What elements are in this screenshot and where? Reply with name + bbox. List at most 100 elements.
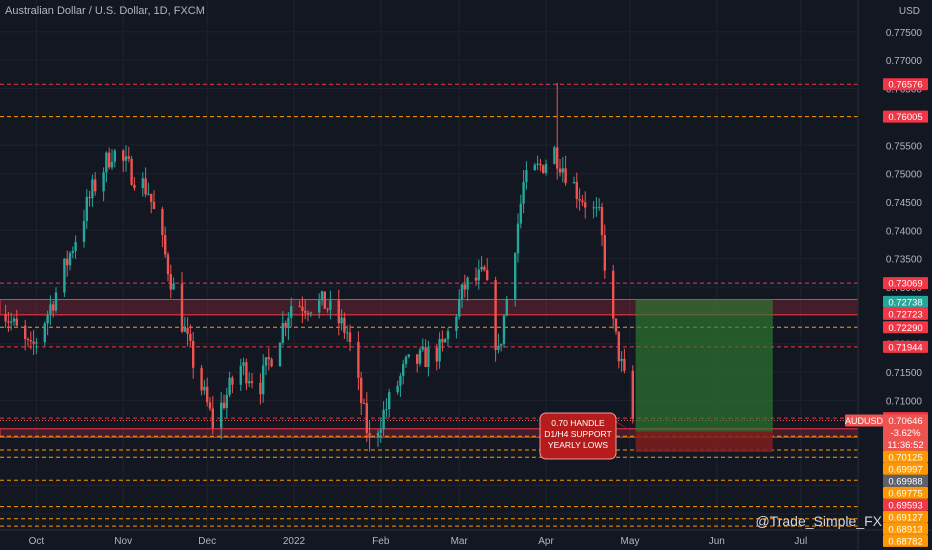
symbol-tag-text: AUDUSD — [845, 416, 884, 426]
candle-body — [281, 322, 284, 343]
candle-body — [220, 402, 223, 428]
candle-body — [544, 163, 548, 173]
candle-body — [29, 340, 32, 342]
candle-body — [74, 241, 77, 252]
candle-body — [357, 341, 360, 378]
candle-body — [290, 305, 293, 318]
candle-body — [203, 386, 206, 391]
candle-body — [592, 207, 595, 209]
y-tick-label: 0.75000 — [886, 170, 923, 181]
candle-body — [32, 341, 35, 344]
candle-body — [113, 150, 116, 162]
candle-body — [242, 362, 245, 366]
candle-body — [46, 314, 49, 324]
countdown-text: 11:36:52 — [887, 440, 923, 451]
y-tick-label: 0.73500 — [886, 255, 923, 266]
candle-body — [360, 377, 363, 404]
candle-body — [169, 274, 172, 290]
candle-body — [326, 308, 329, 310]
candle-body — [250, 381, 254, 383]
price-label-box — [883, 295, 928, 308]
price-label-text: 0.76576 — [888, 80, 922, 91]
candle-body — [35, 342, 38, 344]
candle-body — [365, 403, 368, 434]
candle-body — [572, 182, 576, 184]
candle-body — [306, 312, 310, 314]
candle-body — [421, 347, 424, 350]
candle-body — [245, 362, 248, 384]
candle-body — [239, 365, 242, 385]
candle-body — [614, 318, 618, 332]
symbol-tag — [845, 414, 883, 427]
x-tick-label: Oct — [29, 536, 45, 547]
candle-body — [144, 178, 147, 195]
price-label-text: 0.71944 — [888, 342, 922, 353]
time-axis[interactable]: Oct Nov Dec 2022 Feb Mar Apr May Jun Jul — [0, 529, 932, 547]
candle-body — [404, 356, 408, 365]
candle-body — [444, 339, 447, 343]
candle-body — [211, 408, 214, 428]
candle-body — [337, 300, 340, 324]
candle-body — [480, 266, 483, 270]
candle-body — [522, 182, 525, 204]
price-label-text: 0.72290 — [888, 323, 922, 334]
candle-body — [581, 200, 584, 203]
candle-body — [556, 147, 559, 169]
candle-body — [88, 197, 91, 199]
candle-body — [222, 402, 226, 409]
candle-body — [396, 385, 399, 393]
candle-body — [584, 202, 587, 208]
candle-body — [68, 253, 72, 266]
currency-label: USD — [898, 6, 920, 17]
price-label-text: 0.68913 — [888, 524, 922, 535]
candle-body — [631, 370, 634, 419]
candle-body — [427, 347, 430, 368]
candle-body — [161, 208, 164, 236]
candle-body — [267, 357, 270, 360]
candle-body — [147, 193, 150, 195]
long-position-tool[interactable] — [635, 299, 773, 453]
candle-body — [376, 432, 380, 437]
candle-body — [52, 304, 55, 311]
price-change-text: -3.62% — [890, 428, 921, 439]
candle-body — [539, 163, 542, 166]
candle-body — [346, 332, 349, 334]
candle-body — [603, 235, 606, 271]
candle-body — [133, 184, 136, 189]
candle-body — [130, 158, 133, 185]
candle-body — [259, 382, 262, 395]
candle-body — [248, 381, 251, 384]
candle-body — [502, 315, 506, 344]
candle-body — [578, 198, 581, 201]
candle-body — [379, 429, 382, 433]
candle-body — [105, 152, 108, 173]
x-tick-label: Mar — [451, 536, 469, 547]
candle-body — [494, 280, 497, 350]
candle-body — [63, 258, 66, 293]
candle-body — [385, 409, 388, 411]
candle-body — [7, 321, 10, 323]
candle-body — [558, 168, 562, 173]
candle-body — [542, 165, 545, 173]
candle-body — [446, 330, 450, 340]
price-label-text: 0.68782 — [888, 536, 922, 547]
candle-body — [620, 358, 623, 362]
x-tick-label: May — [621, 536, 640, 547]
price-label-text: 0.69127 — [888, 512, 922, 523]
price-label-text: 0.76005 — [888, 112, 922, 123]
candle-body — [388, 392, 391, 410]
price-axis-labels: AUDUSD 0.76576 0.76005 0.73069 0.727380.7272… — [845, 78, 928, 547]
candle-body — [340, 317, 343, 324]
candle-body — [382, 410, 385, 430]
price-label-box — [883, 534, 928, 547]
x-tick-label: Nov — [114, 536, 132, 547]
candle-body — [525, 170, 528, 183]
candle-body — [49, 304, 52, 315]
candle-body — [575, 182, 578, 199]
x-tick-label: 2022 — [283, 536, 306, 547]
candle-body — [71, 251, 74, 254]
candle-body — [553, 147, 556, 164]
candle-body — [183, 327, 186, 332]
